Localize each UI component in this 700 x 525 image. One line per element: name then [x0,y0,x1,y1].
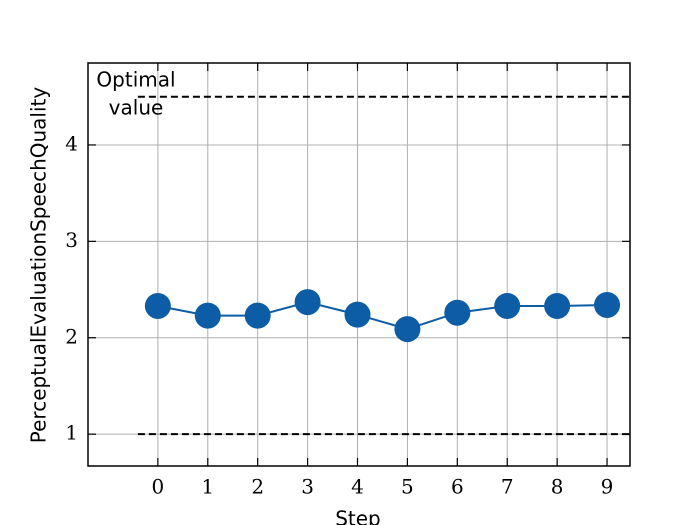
x-tick-label: 6 [451,475,464,499]
marker [494,292,521,319]
marker [194,302,221,329]
x-tick-label: 0 [152,475,165,499]
annotation: Optimal [96,68,175,92]
y-tick-label: 3 [65,228,78,252]
x-tick-label: 2 [251,475,264,499]
x-tick-label: 9 [601,475,614,499]
y-tick-label: 2 [65,324,78,348]
y-tick-label: 1 [65,421,78,445]
plot-frame [87,62,631,467]
marker [294,289,321,316]
annotation: value [109,96,164,120]
x-tick-label: 4 [351,475,364,499]
x-axis-label: Step [335,507,381,525]
marker [244,302,271,329]
marker [594,291,621,318]
marker [394,316,421,343]
y-tick-label: 4 [65,131,78,155]
y-axis-label: PerceptualEvaluationSpeechQuality [27,87,51,444]
x-tick-label: 8 [551,475,564,499]
x-tick-label: 3 [301,475,314,499]
x-tick-label: 5 [401,475,414,499]
series-line [157,301,608,331]
x-tick-label: 7 [501,475,514,499]
marker [144,292,171,319]
marker [444,299,471,326]
marker [544,292,571,319]
marker [344,301,371,328]
x-tick-label: 1 [201,475,214,499]
